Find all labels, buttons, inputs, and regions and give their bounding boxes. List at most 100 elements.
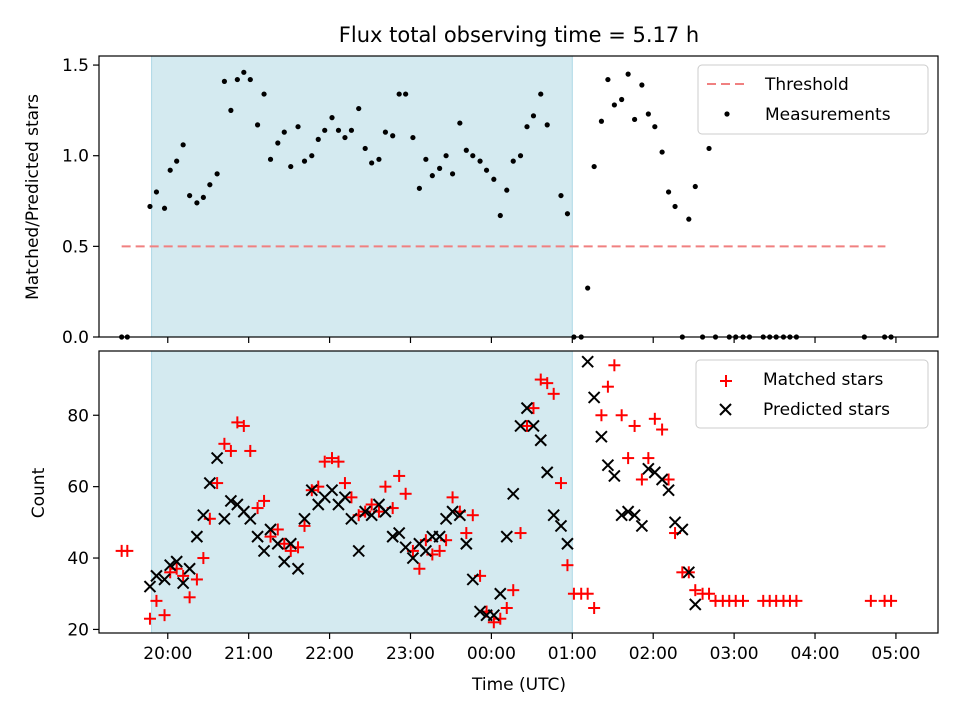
measurement-point	[309, 153, 315, 159]
predicted-star-point	[251, 530, 264, 543]
matched-star-point	[561, 559, 574, 572]
predicted-star-point	[520, 401, 534, 415]
predicted-star-point	[163, 558, 177, 572]
y-tick-label: 0.0	[62, 328, 89, 348]
predicted-star-point	[453, 508, 467, 522]
predicted-star-point	[399, 541, 412, 554]
measurement-point	[530, 113, 537, 119]
predicted-star-point	[534, 434, 547, 447]
measurement-point	[564, 211, 571, 217]
matched-star-point	[703, 587, 716, 600]
predicted-star-point	[628, 508, 641, 522]
count-plot-y-ticks: 20 40 60 80	[67, 406, 99, 640]
figure-title: Flux total observing time = 5.17 h	[339, 23, 699, 47]
measurement-point	[517, 153, 524, 159]
predicted-star-point	[271, 537, 285, 550]
predicted-star-point	[158, 573, 171, 586]
matched-star-point	[326, 452, 339, 465]
matched-star-point	[514, 527, 527, 540]
measurement-point	[632, 116, 638, 123]
matched-star-point	[864, 594, 877, 607]
matched-star-point	[520, 419, 533, 432]
matched-star-point	[689, 584, 702, 597]
predicted-star-point	[466, 573, 479, 586]
measurement-point	[221, 78, 228, 84]
count-plot-x-ticks: 20:00 21:00 22:00 23:00 00:00 01:00 02:00 03:00…	[143, 633, 920, 664]
predicted-star-point	[473, 605, 487, 618]
x-tick-label: 01:00	[548, 644, 597, 664]
measurement-point	[598, 118, 605, 124]
measurement-point	[672, 203, 678, 210]
x-tick-label: 03:00	[710, 644, 759, 664]
predicted-star-point	[244, 512, 257, 525]
matched-star-point	[527, 402, 540, 415]
predicted-star-point	[352, 544, 365, 558]
predicted-star-point	[386, 530, 399, 543]
measurement-point	[544, 122, 550, 128]
measurement-point	[396, 91, 402, 97]
measurement-point	[254, 122, 261, 128]
matched-stars-series	[115, 359, 898, 629]
measurement-point	[329, 115, 335, 121]
matched-star-point	[581, 587, 594, 600]
predicted-star-point	[284, 537, 297, 550]
ratio-plot-y-ticks: 0.0 0.5 1.0 1.5	[62, 56, 99, 348]
ratio-plot-y-label: Matched/Predicted stars	[23, 94, 43, 300]
matched-star-point	[298, 519, 311, 532]
measurement-point	[706, 145, 712, 152]
predicted-star-point	[507, 487, 520, 500]
matched-star-point	[284, 544, 297, 557]
predicted-star-point	[218, 512, 231, 525]
measurement-point	[356, 105, 362, 112]
ratio-plot-frame	[98, 55, 939, 338]
measurement-point	[429, 173, 435, 179]
matched-star-point	[271, 523, 284, 536]
count-plot-legend: Matched stars Predicted stars	[695, 359, 929, 429]
matched-star-point	[177, 569, 190, 582]
measurement-point	[369, 160, 375, 166]
measurement-point	[167, 167, 173, 173]
predicted-star-point	[682, 566, 696, 579]
count-plot-y-label: Count	[29, 467, 49, 518]
legend-threshold-label: Threshold	[764, 75, 849, 95]
measurement-point	[585, 285, 591, 291]
matched-star-point	[365, 498, 378, 511]
measurement-point	[153, 189, 160, 195]
predicted-star-point	[554, 519, 568, 533]
matched-star-point	[264, 530, 277, 543]
matched-star-point	[615, 409, 628, 422]
predicted-star-point	[197, 508, 210, 522]
legend-predicted-label: Predicted stars	[763, 400, 890, 420]
measurement-point	[665, 189, 672, 195]
measurement-point	[180, 142, 186, 148]
predicted-star-point	[379, 505, 392, 518]
matched-star-point	[642, 452, 655, 465]
predicted-star-point	[278, 555, 291, 568]
matched-star-point	[608, 359, 621, 372]
predicted-star-point	[170, 555, 183, 568]
x-tick-label: 23:00	[386, 644, 435, 664]
matched-star-point	[244, 444, 257, 457]
predicted-star-point	[143, 580, 157, 593]
matched-star-point	[601, 380, 614, 393]
x-tick-label: 04:00	[791, 644, 840, 664]
matched-star-point	[790, 594, 803, 607]
predicted-star-point	[601, 459, 615, 472]
measurement-point	[483, 167, 490, 173]
predicted-star-point	[358, 505, 372, 518]
measurement-point	[524, 124, 530, 130]
x-tick-label: 02:00	[629, 644, 678, 664]
predicted-star-point	[419, 544, 433, 558]
predicted-star-point	[642, 462, 655, 476]
ratio-plot-shaded-interval	[151, 55, 573, 338]
matched-star-point	[460, 527, 473, 540]
legend-measurements-label: Measurements	[765, 105, 891, 125]
predicted-star-point	[433, 530, 446, 543]
matched-star-point	[507, 584, 520, 597]
predicted-star-point	[460, 537, 473, 550]
measurement-point	[390, 133, 396, 139]
predicted-star-point	[615, 508, 628, 522]
predicted-star-point	[406, 551, 420, 565]
matched-star-point	[318, 455, 331, 468]
matched-star-point	[332, 455, 345, 468]
